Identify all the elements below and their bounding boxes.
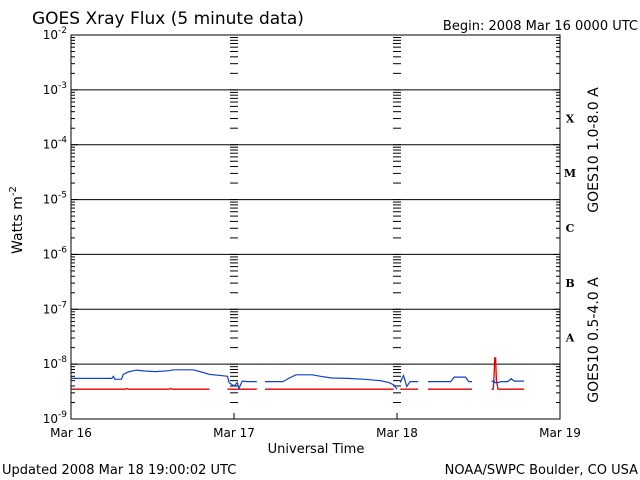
plot-series: [71, 357, 525, 391]
series-1: [71, 369, 525, 391]
x-axis-label: Universal Time: [268, 442, 365, 457]
day-divider: [393, 37, 401, 420]
series-0: [71, 357, 525, 390]
plot-frame: [70, 34, 561, 420]
y-tick-label: 10-5: [43, 191, 67, 207]
x-axis-ticks: Mar 16 Mar 17 Mar 18 Mar 19: [50, 413, 581, 440]
y-tick-label: 10-7: [43, 300, 67, 316]
series-line: [491, 378, 525, 384]
series-line: [71, 369, 257, 391]
y-tick-label: 10-8: [43, 355, 68, 371]
chart-grid: [71, 37, 560, 420]
x-tick-label: Mar 17: [213, 426, 255, 440]
y-tick-label: 10-2: [43, 26, 67, 42]
x-tick-label: Mar 16: [50, 426, 92, 440]
y-tick-label: 10-3: [43, 81, 67, 97]
flare-class-label: C: [566, 222, 575, 235]
begin-time-label: Begin: 2008 Mar 16 0000 UTC: [443, 19, 638, 34]
credit-label: NOAA/SWPC Boulder, CO USA: [445, 463, 638, 478]
y-tick-label: 10-9: [43, 410, 68, 426]
series-line: [71, 387, 210, 390]
y-tick-label: 10-4: [43, 136, 68, 152]
series-line: [265, 374, 398, 390]
chart-title: GOES Xray Flux (5 minute data): [32, 9, 304, 29]
day-divider: [230, 37, 238, 420]
flare-class-labels: X M C B A: [564, 112, 576, 344]
series-line: [491, 357, 525, 390]
flare-class-label: M: [564, 167, 576, 180]
y-tick-label: 10-6: [43, 245, 68, 261]
flare-class-label: A: [565, 332, 575, 345]
flare-class-label: X: [566, 112, 575, 125]
legend-series-long: GOES10 1.0-8.0 A: [586, 87, 602, 213]
updated-timestamp: Updated 2008 Mar 18 19:00:02 UTC: [2, 463, 236, 478]
series-line: [399, 373, 419, 389]
flare-class-label: B: [565, 277, 574, 290]
y-axis-ticks: 10-9 10-8 10-7 10-6 10-5 10-4 10-3 10-2: [43, 26, 560, 426]
x-tick-label: Mar 18: [376, 426, 418, 440]
series-line: [428, 376, 472, 383]
legend-series-short: GOES10 0.5-4.0 A: [586, 277, 602, 403]
x-tick-label: Mar 19: [539, 426, 581, 440]
y-axis-label: Watts m-2: [8, 186, 26, 254]
